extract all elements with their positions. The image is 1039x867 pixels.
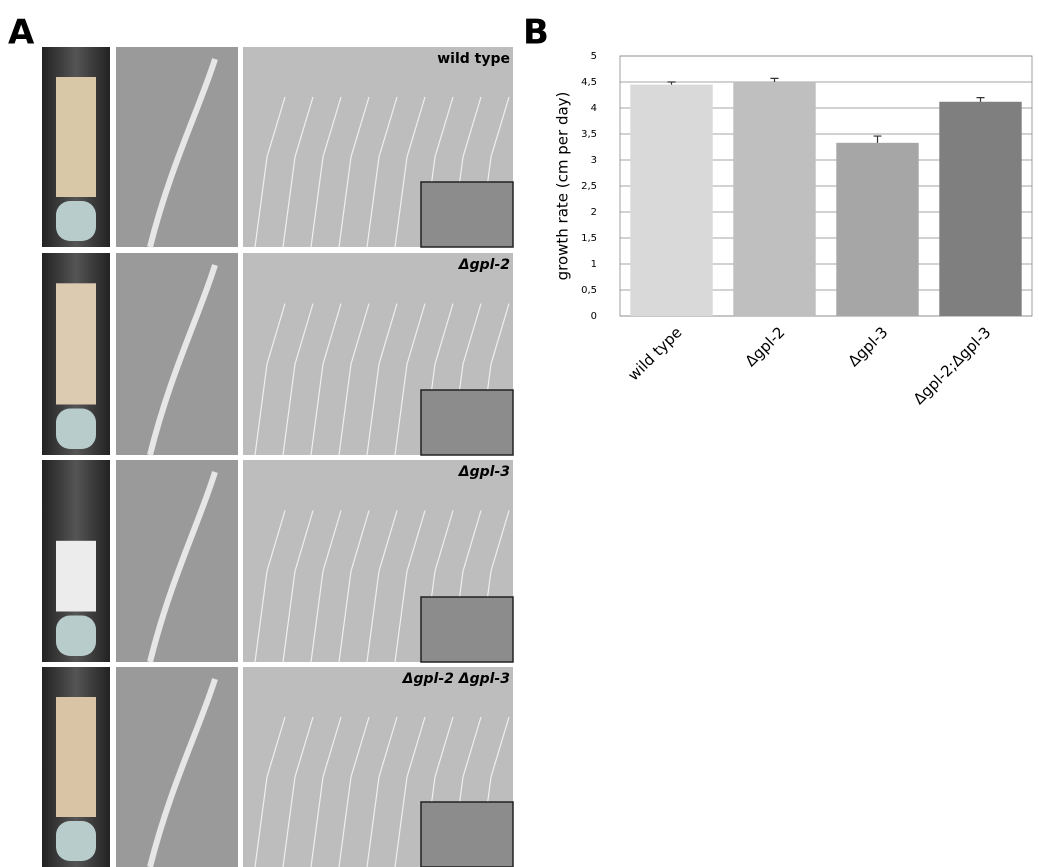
strain-label: Δgpl-2 Δgpl-3	[402, 671, 510, 687]
tube-culture	[56, 541, 96, 612]
x-tick-label: Δgpl-2	[742, 323, 789, 370]
hypha-photo	[116, 253, 238, 455]
strain-label: Δgpl-2	[458, 257, 510, 273]
y-tick-label: 0	[591, 311, 597, 322]
y-tick-label: 5	[591, 51, 597, 62]
bar	[836, 143, 918, 316]
bar	[630, 85, 712, 316]
hypha-photo	[116, 47, 238, 247]
y-tick-label: 3	[591, 155, 597, 166]
tube-agar	[56, 201, 96, 241]
y-tick-label: 2,5	[581, 181, 597, 192]
photo-panel: wild type Δgpl-2 Δgpl-3 Δgpl-2 Δgpl-3	[42, 47, 513, 867]
strain-label: Δgpl-3	[458, 464, 510, 480]
panel-label: A	[8, 13, 35, 53]
inset-photo	[421, 390, 513, 455]
error-bar	[771, 78, 779, 82]
y-tick-label: 0,5	[581, 285, 597, 296]
y-axis-label: growth rate (cm per day)	[554, 92, 572, 281]
y-tick-label: 1	[591, 259, 597, 270]
error-bar	[874, 136, 882, 143]
error-bar	[668, 82, 676, 85]
y-tick-label: 4,5	[581, 77, 597, 88]
tube-culture	[56, 77, 96, 197]
inset-photo	[421, 182, 513, 247]
y-tick-label: 2	[591, 207, 597, 218]
tube-agar	[56, 821, 96, 861]
error-bar	[977, 98, 985, 102]
bar	[733, 82, 815, 316]
panel-label: B	[523, 13, 549, 53]
hypha-photo	[116, 460, 238, 662]
y-tick-label: 4	[591, 103, 597, 114]
tube-culture	[56, 283, 96, 404]
x-tick-label: wild type	[624, 323, 685, 384]
inset-photo	[421, 802, 513, 867]
inset-photo	[421, 597, 513, 662]
tube-agar	[56, 616, 96, 656]
y-tick-label: 3,5	[581, 129, 597, 140]
tube-agar	[56, 409, 96, 449]
bar	[939, 102, 1021, 316]
y-tick-label: 1,5	[581, 233, 597, 244]
bar-chart: 0 0,5 1 1,5 2 2,5 3 3,5 4 4,5 5 growth rate (cm per…	[554, 51, 1033, 408]
figure: wild type Δgpl-2 Δgpl-3 Δgpl-2 Δgpl-3 A B 0…	[0, 0, 1039, 867]
strain-label: wild type	[437, 51, 510, 67]
tube-culture	[56, 697, 96, 817]
hypha-photo	[116, 667, 238, 867]
x-tick-label: Δgpl-2;Δgpl-3	[910, 323, 995, 408]
x-tick-label: Δgpl-3	[845, 323, 892, 370]
